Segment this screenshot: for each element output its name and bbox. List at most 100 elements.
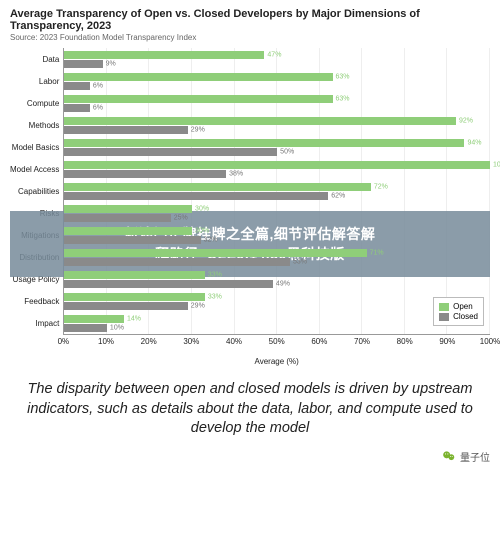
bar-closed: 29%	[64, 126, 187, 134]
y-label: Labor	[10, 70, 59, 92]
bar-value-label: 63%	[336, 73, 350, 80]
bar-value-label: 92%	[459, 117, 473, 124]
bar-group: 100%38%	[64, 158, 490, 180]
bar-group: 30%32%	[64, 224, 490, 246]
bar-open: 47%	[64, 51, 264, 59]
bar-closed: 10%	[64, 324, 107, 332]
plot-outer: DataLaborComputeMethodsModel BasicsModel…	[10, 48, 490, 366]
x-tick: 80%	[397, 337, 413, 346]
bar-closed: 9%	[64, 60, 102, 68]
footer: 量子位	[0, 449, 500, 472]
bar-group: 72%62%	[64, 180, 490, 202]
bar-value-label: 14%	[127, 315, 141, 322]
bar-closed: 6%	[64, 82, 90, 90]
bar-closed: 49%	[64, 280, 273, 288]
bar-group: 92%29%	[64, 114, 490, 136]
bar-group: 33%29%	[64, 290, 490, 312]
chart-container: Average Transparency of Open vs. Closed …	[0, 0, 500, 366]
bar-closed: 50%	[64, 148, 277, 156]
y-label: Capabilities	[10, 180, 59, 202]
chart-subtitle: Source: 2023 Foundation Model Transparen…	[10, 33, 490, 42]
bar-group: 30%25%	[64, 202, 490, 224]
bar-value-label: 29%	[191, 302, 205, 309]
bar-open: 63%	[64, 73, 332, 81]
bar-open: 72%	[64, 183, 370, 191]
x-tick: 50%	[269, 337, 285, 346]
y-label: Feedback	[10, 290, 59, 312]
bar-open: 92%	[64, 117, 456, 125]
bar-value-label: 100%	[493, 161, 500, 168]
x-tick: 0%	[58, 337, 70, 346]
caption: The disparity between open and closed mo…	[0, 366, 500, 449]
bar-groups: 47%9%63%6%63%6%92%29%94%50%100%38%72%62%…	[64, 48, 490, 334]
y-label: Methods	[10, 114, 59, 136]
bar-group: 33%49%	[64, 268, 490, 290]
bar-open: 30%	[64, 227, 192, 235]
bar-value-label: 10%	[110, 324, 124, 331]
bar-open: 33%	[64, 293, 204, 301]
bar-closed: 62%	[64, 192, 328, 200]
bar-value-label: 94%	[467, 139, 481, 146]
bar-value-label: 32%	[204, 236, 218, 243]
bar-value-label: 72%	[374, 183, 388, 190]
bar-value-label: 25%	[174, 214, 188, 221]
x-tick: 30%	[183, 337, 199, 346]
x-tick: 20%	[141, 337, 157, 346]
x-tick: 70%	[354, 337, 370, 346]
bars-column: 47%9%63%6%63%6%92%29%94%50%100%38%72%62%…	[63, 48, 490, 335]
bar-value-label: 29%	[191, 126, 205, 133]
bar-value-label: 49%	[276, 280, 290, 287]
x-axis-title: Average (%)	[63, 357, 490, 366]
bar-open: 30%	[64, 205, 192, 213]
bar-value-label: 6%	[93, 82, 103, 89]
x-tick: 40%	[226, 337, 242, 346]
bar-group: 63%6%	[64, 70, 490, 92]
bar-value-label: 30%	[195, 227, 209, 234]
bar-value-label: 53%	[293, 258, 307, 265]
y-label: Model Basics	[10, 136, 59, 158]
y-label: Impact	[10, 312, 59, 334]
bar-group: 94%50%	[64, 136, 490, 158]
chart-title: Average Transparency of Open vs. Closed …	[10, 8, 490, 32]
bar-closed: 25%	[64, 214, 170, 222]
bar-open: 71%	[64, 249, 366, 257]
bar-closed: 53%	[64, 258, 290, 266]
bar-closed: 29%	[64, 302, 187, 310]
wechat-icon	[442, 449, 456, 463]
bar-open: 94%	[64, 139, 464, 147]
bar-value-label: 33%	[208, 293, 222, 300]
bar-value-label: 38%	[229, 170, 243, 177]
x-axis-ticks: 0%10%20%30%40%50%60%70%80%90%100%	[63, 335, 490, 347]
bar-value-label: 71%	[370, 249, 384, 256]
plot-area: DataLaborComputeMethodsModel BasicsModel…	[10, 48, 490, 335]
bar-open: 63%	[64, 95, 332, 103]
bar-value-label: 9%	[106, 60, 116, 67]
bar-closed: 38%	[64, 170, 226, 178]
bar-group: 14%10%	[64, 312, 490, 334]
bar-open: 33%	[64, 271, 204, 279]
bar-group: 47%9%	[64, 48, 490, 70]
bar-value-label: 63%	[336, 95, 350, 102]
bar-closed: 32%	[64, 236, 200, 244]
x-tick: 60%	[311, 337, 327, 346]
x-tick: 90%	[439, 337, 455, 346]
y-axis-labels: DataLaborComputeMethodsModel BasicsModel…	[10, 48, 63, 335]
x-axis: 0%10%20%30%40%50%60%70%80%90%100% Averag…	[63, 335, 490, 366]
x-tick: 10%	[98, 337, 114, 346]
footer-source: 量子位	[460, 449, 490, 464]
bar-value-label: 30%	[195, 205, 209, 212]
y-label: Compute	[10, 92, 59, 114]
bar-open: 14%	[64, 315, 124, 323]
bar-value-label: 47%	[267, 51, 281, 58]
bar-value-label: 62%	[331, 192, 345, 199]
bar-group: 71%53%	[64, 246, 490, 268]
bar-group: 63%6%	[64, 92, 490, 114]
y-label: Data	[10, 48, 59, 70]
x-tick: 100%	[480, 337, 500, 346]
spacer	[10, 335, 63, 366]
y-label: Model Access	[10, 158, 59, 180]
bar-open: 100%	[64, 161, 490, 169]
bar-closed: 6%	[64, 104, 90, 112]
bar-value-label: 33%	[208, 271, 222, 278]
bar-value-label: 6%	[93, 104, 103, 111]
